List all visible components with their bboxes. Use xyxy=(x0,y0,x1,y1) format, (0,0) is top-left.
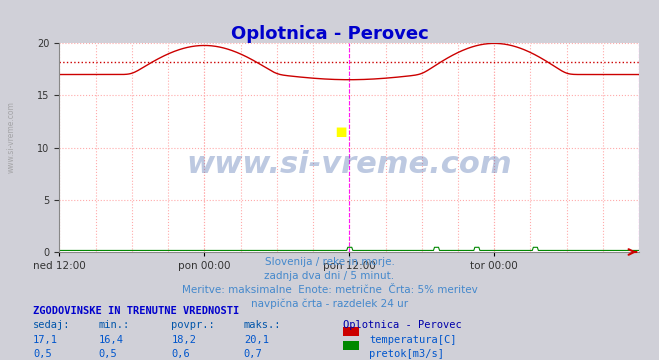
Text: Meritve: maksimalne  Enote: metrične  Črta: 5% meritev: Meritve: maksimalne Enote: metrične Črta… xyxy=(182,285,477,295)
Text: www.si-vreme.com: www.si-vreme.com xyxy=(186,150,512,179)
Text: ▪: ▪ xyxy=(334,122,347,141)
Text: 0,6: 0,6 xyxy=(171,349,190,359)
Text: sedaj:: sedaj: xyxy=(33,320,71,330)
Text: pretok[m3/s]: pretok[m3/s] xyxy=(369,349,444,359)
Text: maks.:: maks.: xyxy=(244,320,281,330)
Text: Oplotnica - Perovec: Oplotnica - Perovec xyxy=(231,25,428,43)
Text: min.:: min.: xyxy=(99,320,130,330)
Text: 17,1: 17,1 xyxy=(33,335,58,345)
Text: 0,7: 0,7 xyxy=(244,349,262,359)
Text: 16,4: 16,4 xyxy=(99,335,124,345)
Text: Oplotnica - Perovec: Oplotnica - Perovec xyxy=(343,320,461,330)
Text: Slovenija / reke in morje.: Slovenija / reke in morje. xyxy=(264,257,395,267)
Text: 0,5: 0,5 xyxy=(99,349,117,359)
Text: navpična črta - razdelek 24 ur: navpična črta - razdelek 24 ur xyxy=(251,298,408,309)
Text: 20,1: 20,1 xyxy=(244,335,269,345)
Text: zadnja dva dni / 5 minut.: zadnja dva dni / 5 minut. xyxy=(264,271,395,281)
Text: povpr.:: povpr.: xyxy=(171,320,215,330)
Text: temperatura[C]: temperatura[C] xyxy=(369,335,457,345)
Text: 18,2: 18,2 xyxy=(171,335,196,345)
Text: www.si-vreme.com: www.si-vreme.com xyxy=(7,101,16,173)
Text: 0,5: 0,5 xyxy=(33,349,51,359)
Text: ZGODOVINSKE IN TRENUTNE VREDNOSTI: ZGODOVINSKE IN TRENUTNE VREDNOSTI xyxy=(33,306,239,316)
